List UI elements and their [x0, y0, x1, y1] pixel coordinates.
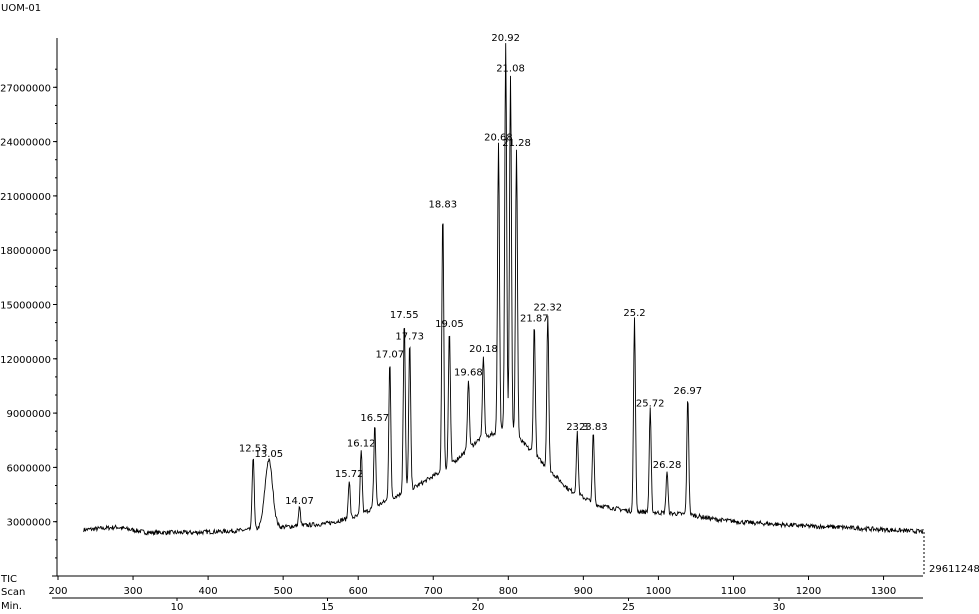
peak-label: 12.53: [239, 444, 268, 455]
y-tick-label: 18000000: [0, 246, 51, 257]
scan-tick-label: 1100: [721, 586, 746, 597]
time-tick-label: 20: [472, 602, 485, 613]
y-tick-label: 6000000: [6, 463, 51, 474]
peak-label: 26.28: [653, 460, 682, 471]
peak-label: 19.05: [435, 319, 464, 330]
chart-title: UOM-01: [1, 3, 41, 14]
scan-tick-label: 800: [499, 586, 518, 597]
peak-label: 21.87: [520, 313, 549, 324]
scan-tick-label: 300: [124, 586, 143, 597]
scan-tick-label: 1300: [871, 586, 896, 597]
peak-label: 17.73: [395, 332, 424, 343]
peak-label: 20.18: [469, 344, 498, 355]
y-tick-label: 24000000: [0, 138, 51, 149]
scan-tick-label: 1000: [646, 586, 671, 597]
scan-tick-label: 500: [274, 586, 293, 597]
y-tick-label: 9000000: [6, 409, 51, 420]
peak-label: 19.68: [454, 368, 483, 379]
y-tick-label: 12000000: [0, 355, 51, 366]
tic-trace-line: [83, 43, 924, 537]
scan-tick-label: 900: [574, 586, 593, 597]
peak-label: 17.07: [375, 350, 404, 361]
trace-layer: [83, 43, 924, 537]
trace-label: TIC: [0, 574, 17, 585]
y-tick-label: 27000000: [0, 83, 51, 94]
scan-tick-label: 200: [48, 586, 67, 597]
peak-label: 13.05: [254, 449, 283, 460]
axes-layer: 3000000 6000000 9000000 12000000 15000000 180…: [0, 38, 925, 613]
peak-label: 25.2: [623, 308, 645, 319]
time-tick-label: 25: [622, 602, 635, 613]
y-tick-label: 3000000: [6, 518, 51, 529]
scan-tick-label: 700: [424, 586, 443, 597]
peak-label: 26.97: [673, 386, 702, 397]
y-tick-label: 15000000: [0, 301, 51, 312]
y-tick-label: 21000000: [0, 192, 51, 203]
time-tick-label: 10: [171, 602, 184, 613]
scan-tick-label: 1200: [796, 586, 821, 597]
peak-label: 21.28: [502, 138, 531, 149]
peak-label: 22.32: [534, 303, 563, 314]
peak-label: 15.72: [335, 469, 364, 480]
peak-label: 17.55: [390, 310, 419, 321]
scan-axis-label: Scan: [1, 587, 25, 598]
scan-tick-label: 400: [199, 586, 218, 597]
peak-label: 23.83: [579, 422, 608, 433]
max-intensity-label: 29611248: [929, 564, 979, 575]
scan-tick-label: 600: [349, 586, 368, 597]
peak-label: 14.07: [285, 496, 314, 507]
peak-label: 25.72: [636, 398, 665, 409]
peak-label: 18.83: [428, 199, 457, 210]
peak-label: 20.68: [484, 132, 513, 143]
time-tick-label: 15: [321, 602, 334, 613]
peak-label: 16.57: [360, 413, 389, 424]
time-tick-label: 30: [773, 602, 786, 613]
peak-label: 21.08: [496, 64, 525, 75]
peak-label: 16.12: [347, 438, 376, 449]
time-axis-label: Min.: [1, 601, 22, 612]
peak-label: 23.3: [566, 422, 588, 433]
peak-label: 20.92: [491, 33, 520, 44]
